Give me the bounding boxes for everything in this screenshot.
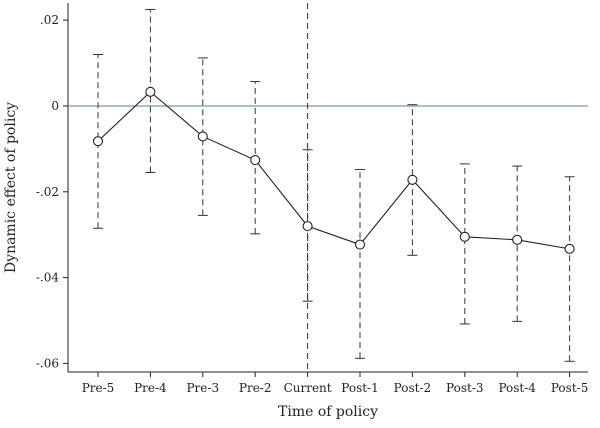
data-point (92, 136, 104, 147)
x-tick-label: Current (284, 381, 332, 395)
y-tick-label: -.06 (36, 356, 59, 370)
y-tick-label: -.02 (36, 185, 59, 199)
y-tick-label: 0 (51, 99, 59, 113)
data-point (197, 131, 208, 142)
data-point (564, 243, 575, 254)
series-line (97, 91, 570, 250)
x-tick-label: Pre-3 (186, 381, 219, 395)
y-tick-label: .02 (40, 13, 59, 27)
data-point (407, 174, 418, 185)
x-tick-label: Post-5 (551, 381, 588, 395)
x-tick-label: Post-3 (446, 381, 483, 395)
data-point (145, 86, 156, 97)
data-point (512, 234, 523, 245)
x-axis-title: Time of policy (278, 404, 378, 420)
x-tick-label: Post-4 (498, 381, 536, 395)
data-point (354, 239, 366, 250)
data-point (250, 154, 261, 166)
x-tick-label: Post-1 (341, 381, 378, 395)
y-tick-label: -.04 (36, 271, 60, 285)
x-tick-label: Pre-2 (239, 381, 272, 395)
plot-area: .02 0 -.02 -.04 -.06 Pre-5 Pre-4 Pre-3 Pre-2 Curr… (36, 3, 588, 395)
y-axis-title: Dynamic effect of policy (3, 102, 19, 273)
data-point (302, 221, 313, 232)
x-tick-label: Pre-5 (82, 381, 115, 395)
x-tick-label: Post-2 (394, 381, 431, 395)
data-point (459, 231, 470, 242)
x-tick-label: Pre-4 (134, 381, 167, 395)
